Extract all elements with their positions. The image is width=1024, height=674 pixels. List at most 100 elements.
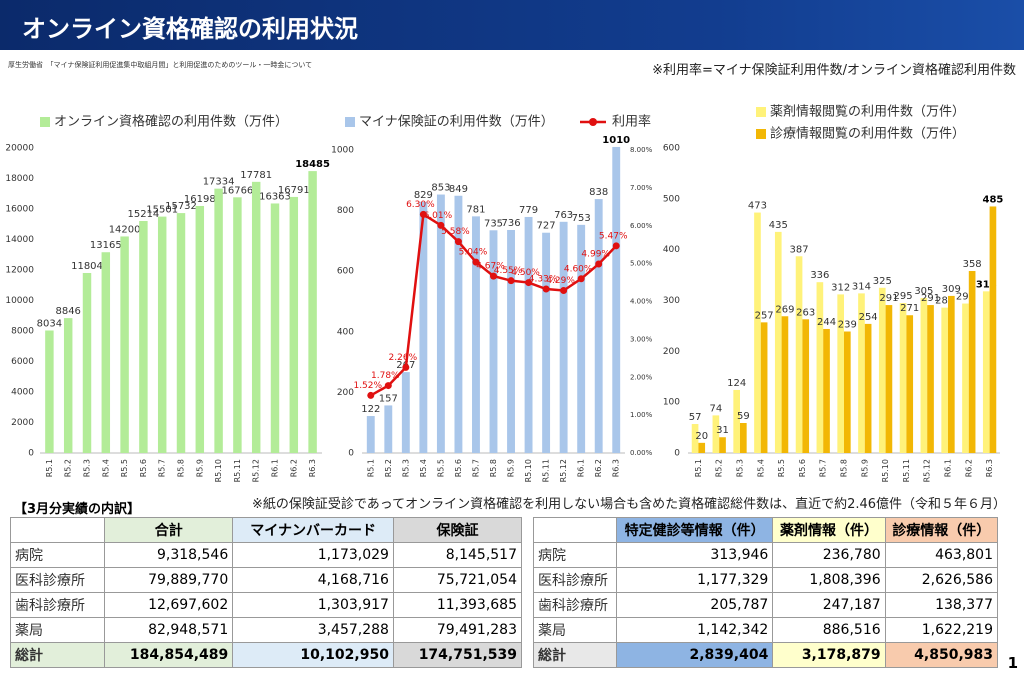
table-cell: 病院	[9, 542, 106, 568]
data-label: 5.04%	[459, 248, 488, 258]
data-label: 239	[838, 320, 857, 331]
y-tick-label: 200	[337, 388, 354, 398]
point	[437, 221, 445, 229]
data-label: 314	[852, 281, 871, 292]
point	[419, 210, 427, 218]
data-label: 727	[537, 221, 556, 232]
x-tick-label: R5.11	[902, 459, 911, 482]
data-label: 31	[716, 425, 729, 436]
data-label: 263	[796, 307, 815, 318]
bar	[120, 236, 129, 453]
legend-label: マイナ保険証の利用件数（万件）	[359, 115, 554, 130]
y-tick-label: 600	[663, 144, 680, 154]
data-label: 2.26%	[389, 353, 418, 363]
data-label: 1.52%	[353, 381, 382, 391]
y-tick-label: 400	[663, 245, 680, 255]
data-label: 18485	[295, 159, 330, 170]
x-tick-label: R5.6	[139, 459, 148, 477]
data-label: 257	[755, 310, 774, 321]
table-cell: 12,697,602	[104, 592, 234, 618]
bar	[698, 442, 706, 453]
x-tick-label: R5.3	[83, 459, 92, 477]
table-cell: 463,801	[884, 542, 999, 568]
bar	[927, 305, 934, 453]
x-tick-label: R5.1	[694, 459, 703, 477]
y-tick-label: 2.00%	[630, 373, 653, 381]
y-tick-label: 2000	[11, 418, 34, 428]
data-label: 295	[894, 291, 913, 302]
y-tick-label: 6.00%	[630, 222, 653, 230]
table-cell: 病院	[533, 542, 617, 568]
table-row: 総計 2,839,404 3,178,879 4,850,983	[533, 642, 999, 668]
point	[612, 242, 620, 250]
x-tick-label: R5.9	[507, 459, 516, 477]
point	[402, 363, 410, 371]
data-label: 17781	[240, 170, 272, 181]
bar	[176, 213, 186, 453]
table-cell: 205,787	[615, 592, 774, 618]
table-cell: 886,516	[772, 617, 886, 643]
x-tick-label: R5.8	[177, 459, 186, 477]
x-tick-label: R6.3	[612, 459, 621, 477]
legend-swatch	[345, 117, 355, 127]
bar	[719, 437, 726, 453]
table-cell: 薬局	[533, 617, 617, 643]
x-tick-label: R6.2	[594, 459, 603, 477]
y-tick-label: 0.00%	[630, 449, 653, 457]
x-tick-label: R6.3	[985, 459, 994, 477]
y-tick-label: 500	[663, 194, 680, 204]
legend-label: 利用率	[612, 114, 651, 130]
table-cell: 236,780	[772, 542, 886, 568]
x-tick-label: R5.7	[819, 459, 828, 477]
bar	[289, 196, 299, 453]
data-label: 1010	[602, 135, 630, 146]
data-label: 5.58%	[441, 227, 470, 237]
data-label: 157	[379, 393, 398, 404]
table-cell: 総計	[533, 642, 617, 668]
data-label: 15732	[165, 201, 197, 212]
data-label: 8846	[55, 306, 80, 317]
data-label: 122	[361, 404, 380, 415]
x-tick-label: R6.2	[964, 459, 973, 477]
y-tick-label: 10000	[5, 296, 34, 306]
data-label: 4.99%	[581, 250, 610, 260]
bar	[233, 197, 242, 453]
data-label: 294	[956, 292, 975, 303]
data-label: 829	[414, 190, 433, 201]
bar	[384, 405, 393, 453]
y-tick-label: 0	[348, 449, 354, 459]
x-tick-label: R5.4	[419, 459, 428, 477]
data-label: 781	[466, 204, 485, 215]
y-tick-label: 5.00%	[630, 260, 653, 268]
data-label: 1.78%	[371, 371, 400, 381]
y-tick-label: 8.00%	[630, 146, 653, 154]
data-label: 244	[817, 317, 836, 328]
data-label: 16791	[278, 185, 310, 196]
x-tick-label: R5.2	[64, 459, 73, 477]
bar	[82, 272, 92, 453]
x-tick-label: R5.5	[120, 459, 129, 477]
bar	[941, 307, 948, 453]
point	[525, 279, 533, 287]
data-label: 838	[589, 187, 608, 198]
data-label: 13165	[90, 240, 122, 251]
bar	[251, 181, 261, 453]
x-tick-label: R5.10	[214, 459, 223, 482]
data-label: 16198	[184, 194, 216, 205]
data-label: 6.01%	[424, 211, 453, 221]
bar	[989, 206, 997, 453]
y-tick-label: 3.00%	[630, 335, 653, 343]
bar	[962, 303, 969, 453]
data-label: 4.33%	[529, 275, 558, 285]
bar	[489, 230, 498, 453]
bar	[524, 216, 533, 453]
data-label: 853	[431, 183, 450, 194]
bar	[214, 188, 223, 453]
table-cell: 1,177,329	[615, 567, 774, 593]
bar	[594, 199, 603, 453]
data-label: 17334	[203, 177, 235, 188]
bar	[559, 221, 568, 453]
table-cell: 79,889,770	[104, 567, 234, 593]
table-cell: 1,303,917	[232, 592, 394, 618]
table-cell: 1,622,219	[884, 617, 999, 643]
